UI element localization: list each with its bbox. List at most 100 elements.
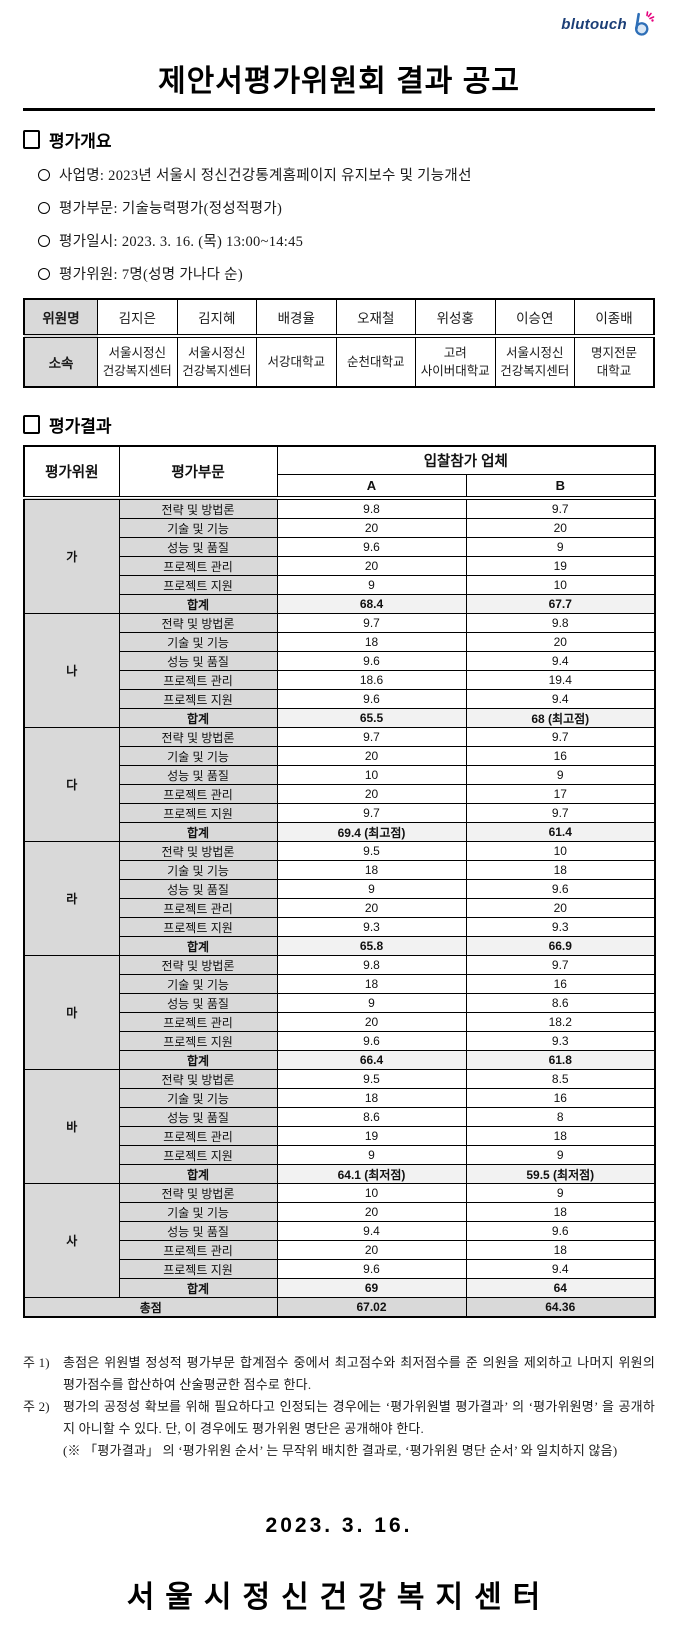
score-a-cell: 9.7 xyxy=(276,613,467,633)
total-label-cell: 총점 xyxy=(23,1297,278,1318)
circle-bullet-icon xyxy=(38,268,50,280)
score-a-cell: 18.6 xyxy=(276,670,467,690)
criterion-cell: 기술 및 기능 xyxy=(118,518,278,538)
overview-item: 평가일시: 2023. 3. 16. (목) 13:00~14:45 xyxy=(38,230,655,251)
score-a-cell: 18 xyxy=(276,1088,467,1108)
member-name-cell: 오재철 xyxy=(335,298,416,337)
score-row: 프로젝트 지원 9 9 xyxy=(24,1145,656,1165)
score-row: 기술 및 기능 18 18 xyxy=(24,860,656,880)
footnote: 주 1) 총점은 위원별 정성적 평가부문 합계점수 중에서 최고점수와 최저점수… xyxy=(23,1352,655,1396)
sum-row: 합계 68.4 67.7 xyxy=(24,594,656,614)
logo-row: blutouch xyxy=(23,6,655,46)
score-a-cell: 9.8 xyxy=(276,955,467,975)
member-affiliation-cell: 순천대학교 xyxy=(335,334,416,388)
score-row: 기술 및 기능 18 16 xyxy=(24,1088,656,1108)
score-a-cell: 9.8 xyxy=(276,497,467,519)
committee-name-header-cell: 위원명 xyxy=(23,298,98,337)
score-a-cell: 20 xyxy=(276,556,467,576)
sum-a-cell: 69 xyxy=(276,1278,467,1298)
score-b-cell: 9.7 xyxy=(465,955,656,975)
score-row: 프로젝트 관리 20 18.2 xyxy=(24,1012,656,1032)
results-tbody: 가 전략 및 방법론 9.8 9.7 기술 및 기능 20 20 성능 및 품질 9.6 9 프로젝… xyxy=(23,497,656,1318)
overview-item: 사업명: 2023년 서울시 정신건강통계홈페이지 유지보수 및 기능개선 xyxy=(38,164,655,185)
score-b-cell: 8.6 xyxy=(465,993,656,1013)
score-b-cell: 8 xyxy=(465,1107,656,1127)
blutouch-b-icon xyxy=(634,11,655,36)
sum-row: 합계 69 64 xyxy=(24,1278,656,1298)
criterion-cell: 전략 및 방법론 xyxy=(118,841,278,861)
criterion-cell: 성능 및 품질 xyxy=(118,1221,278,1241)
score-b-cell: 9.4 xyxy=(465,1259,656,1279)
score-row: 성능 및 품질 9.6 9.4 xyxy=(24,651,656,671)
member-affiliation-cell: 서강대학교 xyxy=(256,334,337,388)
score-a-cell: 9.4 xyxy=(276,1221,467,1241)
committee-name-row: 위원명 김지은 김지혜 배경율 오재철 위성홍 이승연 이종배 xyxy=(23,298,655,337)
criterion-cell: 프로젝트 관리 xyxy=(118,556,278,576)
sum-a-cell: 64.1 (최저점) xyxy=(276,1164,467,1184)
score-b-cell: 18 xyxy=(465,1202,656,1222)
score-a-cell: 10 xyxy=(276,765,467,785)
sum-row: 합계 65.8 66.9 xyxy=(24,936,656,956)
category-column-header: 평가부문 xyxy=(118,445,278,500)
committee-table: 위원명 김지은 김지혜 배경율 오재철 위성홍 이승연 이종배 소속 서울시정신 건강복지센… xyxy=(23,298,655,388)
score-row: 프로젝트 지원 9.6 9.3 xyxy=(24,1031,656,1051)
score-a-cell: 9 xyxy=(276,1145,467,1165)
overview-heading-text: 평가개요 xyxy=(49,132,112,151)
member-name-cell: 김지혜 xyxy=(176,298,257,337)
score-row: 프로젝트 관리 20 20 xyxy=(24,898,656,918)
circle-bullet-icon xyxy=(38,235,50,247)
score-b-cell: 19.4 xyxy=(465,670,656,690)
score-b-cell: 16 xyxy=(465,974,656,994)
footnote-text: 총점은 위원별 정성적 평가부문 합계점수 중에서 최고점수와 최저점수를 준 … xyxy=(63,1355,655,1393)
document-date: 2023. 3. 16. xyxy=(265,1514,413,1538)
score-b-cell: 9.3 xyxy=(465,1031,656,1051)
member-name-cell: 이승연 xyxy=(494,298,575,337)
results-heading-text: 평가결과 xyxy=(49,417,112,436)
score-b-cell: 17 xyxy=(465,784,656,804)
score-a-cell: 9.6 xyxy=(276,1259,467,1279)
criterion-cell: 프로젝트 관리 xyxy=(118,1012,278,1032)
overview-item: 평가부문: 기술능력평가(정성적평가) xyxy=(38,197,655,218)
issuing-organization: 서울시정신건강복지센터 xyxy=(126,1581,552,1615)
score-b-cell: 9.6 xyxy=(465,1221,656,1241)
criterion-cell: 프로젝트 관리 xyxy=(118,898,278,918)
score-row: 프로젝트 관리 18.6 19.4 xyxy=(24,670,656,690)
sum-b-cell: 61.4 xyxy=(465,822,656,842)
page-title: 제안서평가위원회 결과 공고 xyxy=(158,65,520,98)
sum-label-cell: 합계 xyxy=(118,1278,278,1298)
score-row: 성능 및 품질 8.6 8 xyxy=(24,1107,656,1127)
score-a-cell: 20 xyxy=(276,1012,467,1032)
score-a-cell: 20 xyxy=(276,1240,467,1260)
score-row: 기술 및 기능 18 16 xyxy=(24,974,656,994)
evaluator-cell: 나 xyxy=(23,613,120,728)
overview-item-text: 사업명: 2023년 서울시 정신건강통계홈페이지 유지보수 및 기능개선 xyxy=(59,168,472,184)
score-b-cell: 9.8 xyxy=(465,613,656,633)
score-a-cell: 9.6 xyxy=(276,689,467,709)
score-b-cell: 20 xyxy=(465,898,656,918)
score-row: 기술 및 기능 20 18 xyxy=(24,1202,656,1222)
criterion-cell: 기술 및 기능 xyxy=(118,974,278,994)
score-row: 프로젝트 지원 9 10 xyxy=(24,575,656,595)
sum-label-cell: 합계 xyxy=(118,822,278,842)
score-row: 마 전략 및 방법론 9.8 9.7 xyxy=(23,955,656,1070)
title-divider xyxy=(23,108,655,111)
sum-row: 합계 65.5 68 (최고점) xyxy=(24,708,656,728)
criterion-cell: 프로젝트 지원 xyxy=(118,917,278,937)
member-name-cell: 위성홍 xyxy=(415,298,496,337)
member-affiliation-cell: 서울시정신 건강복지센터 xyxy=(494,334,575,388)
results-table: 평가위원 평가부문 입찰참가 업체 A B 가 전략 및 방법론 9.8 9.7 기술 … xyxy=(23,445,657,1318)
score-row: 성능 및 품질 9.6 9 xyxy=(24,537,656,557)
score-a-cell: 9 xyxy=(276,575,467,595)
score-row: 바 전략 및 방법론 9.5 8.5 xyxy=(23,1069,656,1184)
notes-section: 주 1) 총점은 위원별 정성적 평가부문 합계점수 중에서 최고점수와 최저점수… xyxy=(23,1352,655,1462)
score-b-cell: 9 xyxy=(465,1145,656,1165)
criterion-cell: 성능 및 품질 xyxy=(118,651,278,671)
score-b-cell: 9 xyxy=(465,537,656,557)
sum-row: 합계 66.4 61.8 xyxy=(24,1050,656,1070)
criterion-cell: 기술 및 기능 xyxy=(118,1088,278,1108)
criterion-cell: 프로젝트 지원 xyxy=(118,1259,278,1279)
criterion-cell: 성능 및 품질 xyxy=(118,993,278,1013)
square-bullet-icon xyxy=(23,130,40,149)
score-row: 기술 및 기능 18 20 xyxy=(24,632,656,652)
footnote-label: 주 2) xyxy=(23,1399,50,1415)
